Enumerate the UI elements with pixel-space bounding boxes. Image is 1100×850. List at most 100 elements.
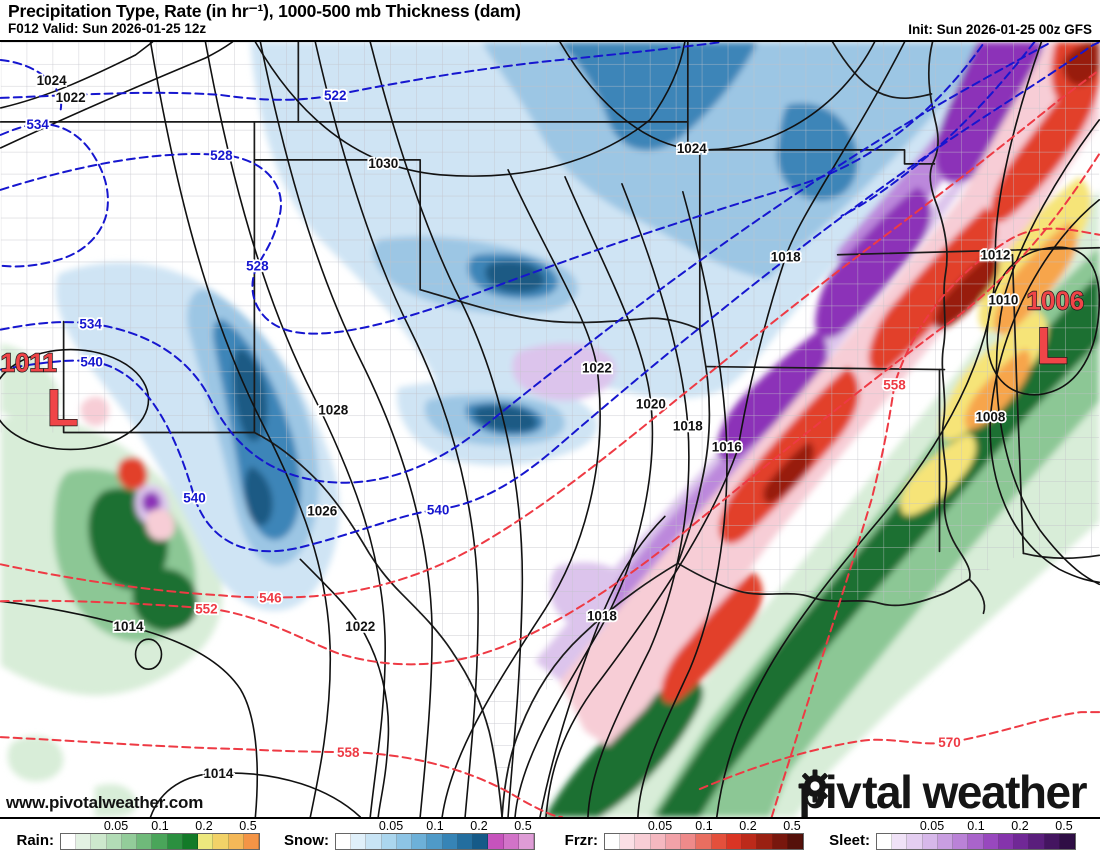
black-contour-label: 1022 bbox=[345, 619, 375, 634]
red-contour-label: 570 bbox=[938, 735, 960, 750]
black-contour-label: 1014 bbox=[203, 766, 233, 781]
legend-color-cell bbox=[772, 834, 788, 849]
black-contour-label: 1010 bbox=[988, 293, 1018, 308]
legend-color-cell bbox=[892, 834, 908, 849]
pivotal-weather-logo: piv tal weather bbox=[798, 766, 1087, 817]
legend-group-sleet: Sleet: 0.05 0.1 0.2 0.5 bbox=[828, 819, 1100, 850]
legend-color-cell bbox=[605, 834, 621, 849]
legend-tick-value: 0.5 bbox=[1055, 819, 1073, 833]
legend-tick-value: 0.5 bbox=[783, 819, 801, 833]
legend-color-cell bbox=[152, 834, 168, 849]
legend-tick-value: 0.05 bbox=[919, 819, 945, 833]
legend-color-cell bbox=[91, 834, 107, 849]
legend-color-cell bbox=[681, 834, 697, 849]
legend-tick-value: 0.05 bbox=[647, 819, 673, 833]
legend-color-cell bbox=[182, 834, 199, 849]
black-contour-label: 1022 bbox=[56, 90, 86, 105]
legend-color-cell bbox=[351, 834, 367, 849]
black-contour-label: 1024 bbox=[37, 73, 67, 88]
black-contour-label: 1008 bbox=[975, 410, 1005, 425]
blue-contour-label: 528 bbox=[210, 148, 233, 163]
legend-color-cell bbox=[228, 834, 244, 849]
legend-color-cell bbox=[635, 834, 651, 849]
legend-color-cell bbox=[665, 834, 682, 849]
legend-color-cell bbox=[488, 834, 504, 849]
thickness-contours-cold bbox=[0, 42, 1100, 553]
page-title: Precipitation Type, Rate (in hr⁻¹), 1000… bbox=[8, 1, 521, 21]
legend-color-cell bbox=[427, 834, 443, 849]
legend-tick-value: 0.5 bbox=[514, 819, 532, 833]
legend-group-frzr: Frzr: 0.05 0.1 0.2 0.5 bbox=[556, 819, 828, 850]
black-contour-label: 1018 bbox=[673, 418, 703, 433]
legend-color-cell bbox=[650, 834, 666, 849]
thickness-contours-warm bbox=[0, 68, 1100, 817]
blue-contour-label: 534 bbox=[79, 317, 102, 332]
blue-contour-label: 540 bbox=[183, 490, 205, 505]
blue-contour-label: 522 bbox=[324, 88, 346, 103]
logo-text-right: tal weather bbox=[862, 766, 1087, 817]
legend-colorbar bbox=[335, 833, 535, 850]
legend-group-rain: Rain: 0.05 0.1 0.2 0.5 bbox=[12, 819, 284, 850]
legend-tick-value: 0.2 bbox=[1011, 819, 1029, 833]
legend-tick-value: 0.5 bbox=[239, 819, 257, 833]
black-contour-label: 1016 bbox=[712, 439, 742, 454]
init-time-label: Init: Sun 2026-01-25 00z GFS bbox=[908, 22, 1092, 37]
legend-color-cell bbox=[696, 834, 712, 849]
legend-tick-value: 0.1 bbox=[151, 819, 169, 833]
legend-tick-row: 0.05 0.1 0.2 0.5 bbox=[335, 819, 535, 833]
legend-color-cell bbox=[711, 834, 727, 849]
legend-color-cell bbox=[76, 834, 92, 849]
contour-labels: 1024 1022 1030 1024 1018 1022 1020 1018 1016 1028… bbox=[25, 71, 1020, 783]
legend-color-cell bbox=[336, 834, 352, 849]
legend-color-cell bbox=[473, 834, 489, 849]
black-contour-label: 1020 bbox=[636, 397, 666, 412]
legend-color-cell bbox=[968, 834, 984, 849]
legend-color-cell bbox=[366, 834, 382, 849]
forecast-map-canvas: 1024 1022 1030 1024 1018 1022 1020 1018 1016 1028… bbox=[0, 42, 1100, 817]
blue-contour-label: 534 bbox=[26, 117, 49, 132]
legend-color-cell bbox=[137, 834, 153, 849]
state-borders bbox=[0, 42, 1100, 817]
legend-color-cell bbox=[998, 834, 1015, 849]
legend-colorbar bbox=[604, 833, 804, 850]
valid-time-label: F012 Valid: Sun 2026-01-25 12z bbox=[8, 21, 207, 36]
legend-color-cell bbox=[167, 834, 183, 849]
legend-color-cell bbox=[396, 834, 413, 849]
black-contour-label: 1014 bbox=[114, 619, 144, 634]
legend-color-cell bbox=[983, 834, 999, 849]
legend-tick-value: 0.1 bbox=[967, 819, 985, 833]
low-pressure-marker: L bbox=[47, 380, 79, 438]
legend-tick-row: 0.05 0.1 0.2 0.5 bbox=[876, 819, 1076, 833]
black-contour-label: 1018 bbox=[771, 250, 801, 265]
watermark: www.pivotalweather.com bbox=[6, 793, 204, 812]
legend-label: Snow: bbox=[284, 832, 329, 849]
legend-color-cell bbox=[726, 834, 743, 849]
red-contour-label: 558 bbox=[883, 378, 906, 393]
black-contour-label: 1030 bbox=[368, 156, 398, 171]
precip-rate-legend: Rain: 0.05 0.1 0.2 0.5 Snow: 0.05 0.1 0.2 0.5 Frzr… bbox=[0, 817, 1100, 850]
legend-color-cell bbox=[213, 834, 229, 849]
legend-color-cell bbox=[757, 834, 773, 849]
legend-label: Sleet: bbox=[829, 832, 870, 849]
legend-color-cell bbox=[907, 834, 923, 849]
red-contour-label: 552 bbox=[195, 601, 217, 616]
legend-tick-value: 0.2 bbox=[195, 819, 213, 833]
black-contour-label: 1012 bbox=[980, 248, 1010, 263]
black-contour-label: 1024 bbox=[677, 141, 707, 156]
legend-color-cell bbox=[1059, 834, 1076, 849]
legend-color-cell bbox=[381, 834, 397, 849]
legend-tick-value: 0.2 bbox=[739, 819, 757, 833]
low-pressure-marker: L bbox=[1036, 318, 1068, 376]
low-pressure-marker: 1011 bbox=[1, 348, 57, 378]
blue-contour-label: 528 bbox=[246, 259, 269, 274]
legend-color-cell bbox=[106, 834, 122, 849]
red-contour-label: 558 bbox=[337, 745, 360, 760]
legend-group-snow: Snow: 0.05 0.1 0.2 0.5 bbox=[284, 819, 556, 850]
legend-color-cell bbox=[457, 834, 474, 849]
legend-color-cell bbox=[922, 834, 938, 849]
blue-contour-label: 540 bbox=[427, 502, 449, 517]
legend-tick-value: 0.05 bbox=[103, 819, 129, 833]
legend-color-cell bbox=[1014, 834, 1030, 849]
black-contour-label: 1018 bbox=[587, 608, 617, 623]
